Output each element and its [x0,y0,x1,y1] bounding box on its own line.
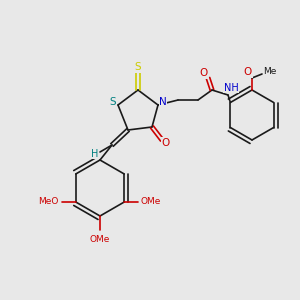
Text: O: O [199,68,207,78]
Text: O: O [162,138,170,148]
Text: NH: NH [224,83,238,93]
Text: OMe: OMe [140,197,160,206]
Text: N: N [159,97,167,107]
Text: S: S [110,97,116,107]
Text: S: S [135,62,141,72]
Text: MeO: MeO [39,197,59,206]
Text: OMe: OMe [90,235,110,244]
Text: H: H [91,149,99,159]
Text: O: O [244,67,252,77]
Text: Me: Me [263,68,277,76]
